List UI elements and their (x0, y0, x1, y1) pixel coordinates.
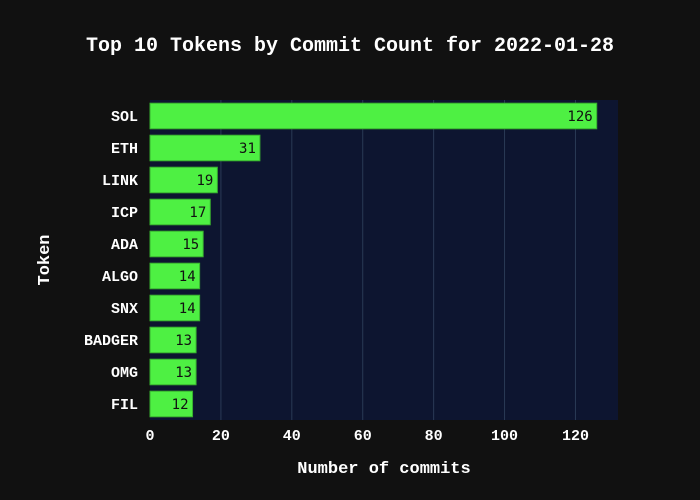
bar-icp (149, 198, 211, 226)
data-label-snx: 14 (179, 301, 196, 317)
x-tick-label: 100 (491, 428, 518, 445)
x-tick-label: 80 (425, 428, 443, 445)
y-tick-label: SOL (111, 109, 138, 126)
data-label-ada: 15 (182, 237, 199, 253)
bar-fil (149, 390, 194, 418)
y-tick-label: ALGO (102, 269, 138, 286)
bar-omg (149, 358, 197, 386)
bar-link (149, 166, 218, 194)
data-label-link: 19 (197, 173, 214, 189)
y-tick-label: SNX (111, 301, 138, 318)
x-axis-title: Number of commits (297, 460, 470, 479)
data-label-omg: 13 (175, 365, 192, 381)
x-axis-ticks: 0 20 40 60 80 100 120 (145, 428, 588, 445)
y-tick-label: OMG (111, 365, 138, 382)
x-tick-label: 120 (562, 428, 589, 445)
y-tick-label: LINK (102, 173, 138, 190)
x-tick-label: 40 (283, 428, 301, 445)
data-label-algo: 14 (179, 269, 196, 285)
bar-badger (149, 326, 197, 354)
data-label-icp: 17 (189, 205, 206, 221)
data-label-badger: 13 (175, 333, 192, 349)
bar-ada (149, 230, 204, 258)
x-tick-label: 20 (212, 428, 230, 445)
y-tick-label: ADA (111, 237, 138, 254)
x-tick-label: 60 (354, 428, 372, 445)
bar-sol (149, 102, 598, 130)
y-tick-label: ICP (111, 205, 138, 222)
bars: 126 31 19 17 15 14 14 13 13 12 (149, 102, 598, 418)
y-tick-label: FIL (111, 397, 138, 414)
y-axis-ticks: SOL ETH LINK ICP ADA ALGO SNX BADGER OMG FIL (84, 109, 138, 414)
bar-algo (149, 262, 201, 290)
bar-snx (149, 294, 201, 322)
data-label-eth: 31 (239, 141, 256, 157)
data-label-sol: 126 (567, 109, 592, 125)
bar-eth (149, 134, 261, 162)
data-label-fil: 12 (172, 397, 189, 413)
chart-title: Top 10 Tokens by Commit Count for 2022-0… (86, 35, 614, 58)
y-tick-label: ETH (111, 141, 138, 158)
y-axis-title: Token (36, 234, 55, 285)
x-tick-label: 0 (145, 428, 154, 445)
y-tick-label: BADGER (84, 333, 138, 350)
